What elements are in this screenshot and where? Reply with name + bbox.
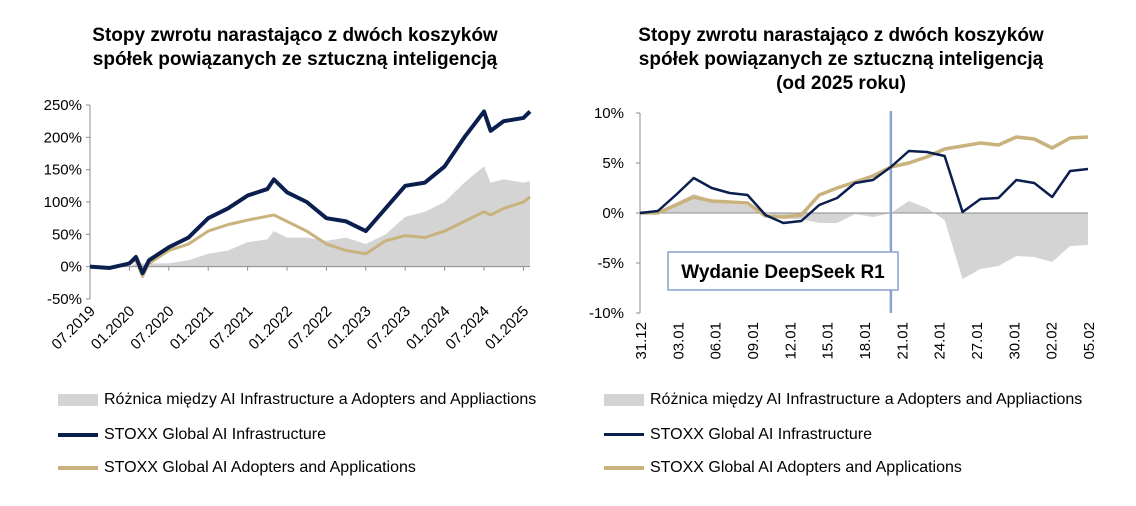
x-tick-label: 18.01 bbox=[857, 322, 874, 360]
series-infrastructure-line bbox=[89, 109, 532, 276]
y-tick-label: 0% bbox=[60, 259, 82, 276]
chart-2-legend: Różnica między AI Infrastructure a Adopt… bbox=[604, 390, 1124, 480]
x-tick-label: 01.2025 bbox=[482, 303, 532, 353]
legend-gold-line-swatch bbox=[604, 466, 644, 470]
chart-2-title: Stopy zwrotu narastająco z dwóch koszykó… bbox=[598, 24, 1084, 96]
legend-gold-line-swatch bbox=[58, 466, 98, 470]
y-tick-label: -50% bbox=[47, 291, 82, 308]
y-tick-label: 200% bbox=[44, 129, 82, 146]
x-tick-label: 31.12 bbox=[633, 322, 650, 360]
chart-2-title-line-3: (od 2025 roku) bbox=[776, 73, 906, 94]
y-tick-label: 0% bbox=[602, 205, 624, 222]
x-tick-label: 12.01 bbox=[782, 322, 799, 360]
legend-area-swatch bbox=[604, 394, 644, 406]
x-tick-label: 15.01 bbox=[820, 322, 837, 360]
x-tick-label: 02.02 bbox=[1044, 322, 1061, 360]
chart-1-title-line-2: spółek powiązanych ze sztuczną inteligen… bbox=[92, 49, 498, 70]
legend-label: STOXX Global AI Adopters and Application… bbox=[104, 459, 416, 476]
y-tick-label: 250% bbox=[44, 97, 82, 114]
deepseek-annotation-box bbox=[667, 251, 899, 291]
chart-1-title-line-1: Stopy zwrotu narastająco z dwóch koszykó… bbox=[92, 25, 498, 46]
legend-label: STOXX Global AI Infrastructure bbox=[650, 426, 873, 443]
series-adopters-line bbox=[640, 135, 1089, 219]
chart-1-legend: Różnica między AI Infrastructure a Adopt… bbox=[58, 390, 558, 480]
x-tick-label: 21.01 bbox=[894, 322, 911, 360]
x-tick-label: 06.01 bbox=[708, 322, 725, 360]
x-tick-label: 03.01 bbox=[670, 322, 687, 360]
chart-2-title-line-2: spółek powiązanych ze sztuczną inteligen… bbox=[638, 49, 1044, 70]
legend-navy-line-swatch bbox=[58, 433, 98, 437]
legend-label: Różnica między AI Infrastructure a Adopt… bbox=[650, 391, 1083, 408]
x-tick-label: 05.02 bbox=[1081, 322, 1098, 360]
chart-1-title: Stopy zwrotu narastająco z dwóch koszykó… bbox=[52, 24, 538, 72]
y-tick-label: 50% bbox=[52, 226, 82, 243]
legend-area-swatch bbox=[58, 394, 98, 406]
legend-label: Różnica między AI Infrastructure a Adopt… bbox=[104, 391, 537, 408]
legend-navy-line-swatch bbox=[604, 433, 644, 436]
series-difference-area bbox=[90, 166, 530, 267]
deepseek-annotation-label: Wydanie DeepSeek R1 bbox=[681, 262, 885, 283]
chart-1-plot: -50%0%50%100%150%200%250%07.201901.20200… bbox=[44, 97, 533, 353]
series-infrastructure-line bbox=[639, 149, 1089, 225]
y-tick-label: 150% bbox=[44, 162, 82, 179]
y-tick-label: 10% bbox=[594, 105, 624, 122]
legend-label: STOXX Global AI Infrastructure bbox=[104, 426, 327, 443]
chart-2-title-line-1: Stopy zwrotu narastająco z dwóch koszykó… bbox=[638, 25, 1044, 46]
legend-label: STOXX Global AI Adopters and Application… bbox=[650, 459, 962, 476]
x-tick-label: 24.01 bbox=[932, 322, 949, 360]
y-tick-label: 5% bbox=[602, 155, 624, 172]
x-tick-label: 27.01 bbox=[969, 322, 986, 360]
x-tick-label: 09.01 bbox=[745, 322, 762, 360]
y-tick-label: -10% bbox=[589, 305, 624, 322]
x-tick-label: 30.01 bbox=[1006, 322, 1023, 360]
series-difference-area bbox=[640, 194, 1088, 279]
y-tick-label: -5% bbox=[597, 255, 624, 272]
chart-2-plot: -10% -5% 0% 5% 10% 31.12 03.01 06.01 09.01 12.01 1… bbox=[589, 105, 1098, 360]
y-tick-label: 100% bbox=[44, 194, 82, 211]
